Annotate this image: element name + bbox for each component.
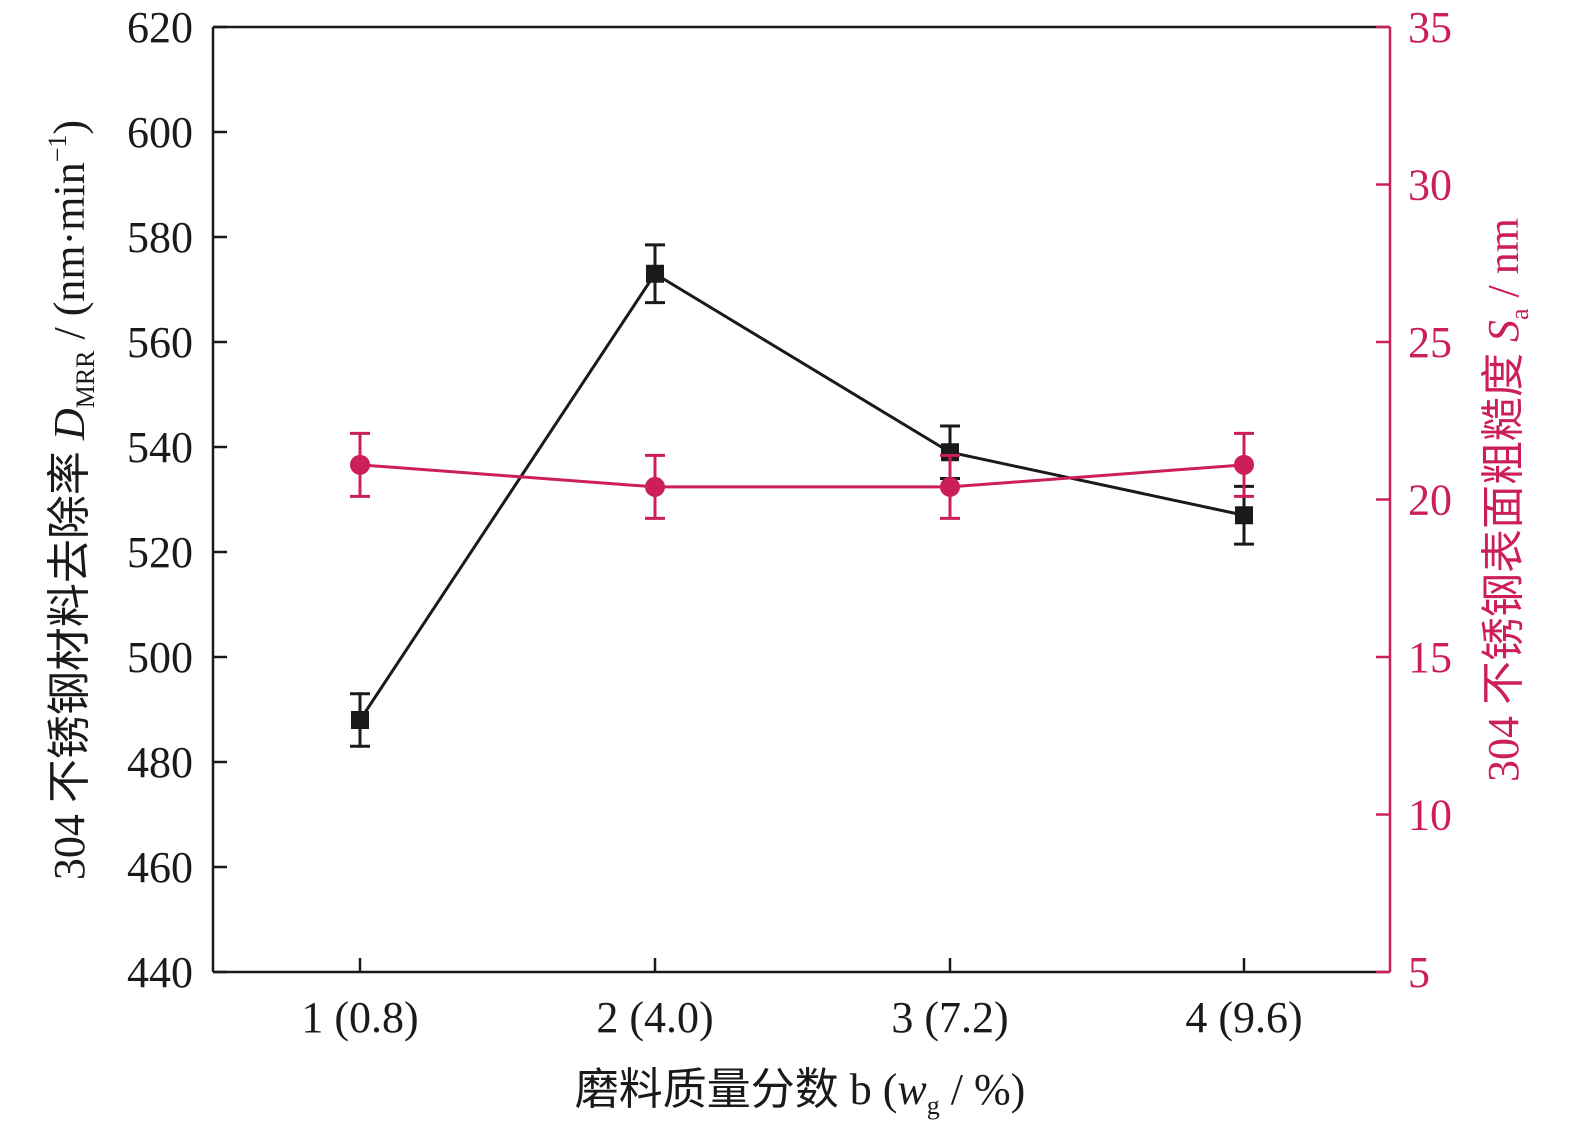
left-y-axis-title-var: D: [45, 408, 94, 441]
left-y-tick-label: 600: [127, 108, 193, 157]
right-y-tick-label: 15: [1408, 633, 1452, 682]
x-axis-title-sub: g: [927, 1091, 940, 1120]
left-y-axis-title-unit-post: ): [45, 120, 94, 135]
left-y-tick-label: 460: [127, 843, 193, 892]
right-y-tick-label: 35: [1408, 3, 1452, 52]
data-point: [645, 476, 665, 497]
right-y-axis: 5 10 15 20 25 30 35: [1376, 3, 1452, 997]
x-axis-title: 磨料质量分数 b (wg / %): [575, 1065, 1026, 1120]
right-y-axis-title-var: S: [1479, 320, 1528, 342]
left-y-axis-title-unit-sup: −1: [43, 135, 72, 163]
right-y-axis-title-unit: / nm: [1479, 218, 1528, 308]
left-y-tick-label: 540: [127, 423, 193, 472]
right-y-tick-label: 30: [1408, 161, 1452, 210]
right-y-axis-title-sub: a: [1505, 308, 1534, 320]
x-axis-title-text: 磨料质量分数 b (: [575, 1065, 898, 1114]
series-1: [350, 243, 1254, 748]
right-y-axis-title-text: 304 不锈钢表面粗糙度: [1479, 342, 1528, 782]
data-point: [350, 454, 370, 475]
right-y-tick-label: 20: [1408, 476, 1452, 525]
left-y-axis-title-text: 304 不锈钢材料去除率: [45, 440, 94, 880]
right-y-tick-label: 25: [1408, 318, 1452, 367]
left-y-tick-label: 580: [127, 213, 193, 262]
data-point: [1234, 454, 1254, 475]
data-point: [351, 711, 369, 729]
left-y-tick-label: 480: [127, 738, 193, 787]
x-tick-label: 4 (9.6): [1185, 993, 1302, 1042]
series-2: [350, 431, 1254, 520]
left-y-tick-label: 440: [127, 948, 193, 997]
series-line: [358, 271, 1245, 721]
left-y-axis-title-sub: MRR: [71, 350, 100, 408]
series-layer: [350, 243, 1254, 748]
right-y-tick-label: 10: [1408, 791, 1452, 840]
x-axis: 1 (0.8) 2 (4.0) 3 (7.2) 4 (9.6): [301, 958, 1303, 1042]
x-axis-title-unit: / %): [940, 1065, 1026, 1114]
left-y-axis-title-unit-pre: / (nm·min: [45, 162, 94, 350]
x-tick-label: 2 (4.0): [596, 993, 713, 1042]
left-y-axis: 440 460 480 500 520 540 560 580 600 620: [127, 3, 227, 997]
x-tick-label: 1 (0.8): [301, 993, 418, 1042]
left-y-tick-label: 500: [127, 633, 193, 682]
right-y-axis-title: 304 不锈钢表面粗糙度 Sa / nm: [1479, 218, 1534, 782]
left-y-axis-title: 304 不锈钢材料去除率 DMRR / (nm·min−1): [43, 120, 100, 880]
left-y-tick-label: 560: [127, 318, 193, 367]
x-tick-label: 3 (7.2): [891, 993, 1008, 1042]
data-point: [646, 264, 664, 283]
right-y-tick-label: 5: [1408, 948, 1430, 997]
x-axis-title-var: w: [897, 1065, 927, 1114]
series-line: [359, 463, 1245, 489]
left-y-tick-label: 620: [127, 3, 193, 52]
left-y-tick-label: 520: [127, 528, 193, 577]
data-point: [1235, 506, 1253, 525]
data-point: [940, 476, 960, 497]
plot-frame: [211, 25, 1392, 974]
